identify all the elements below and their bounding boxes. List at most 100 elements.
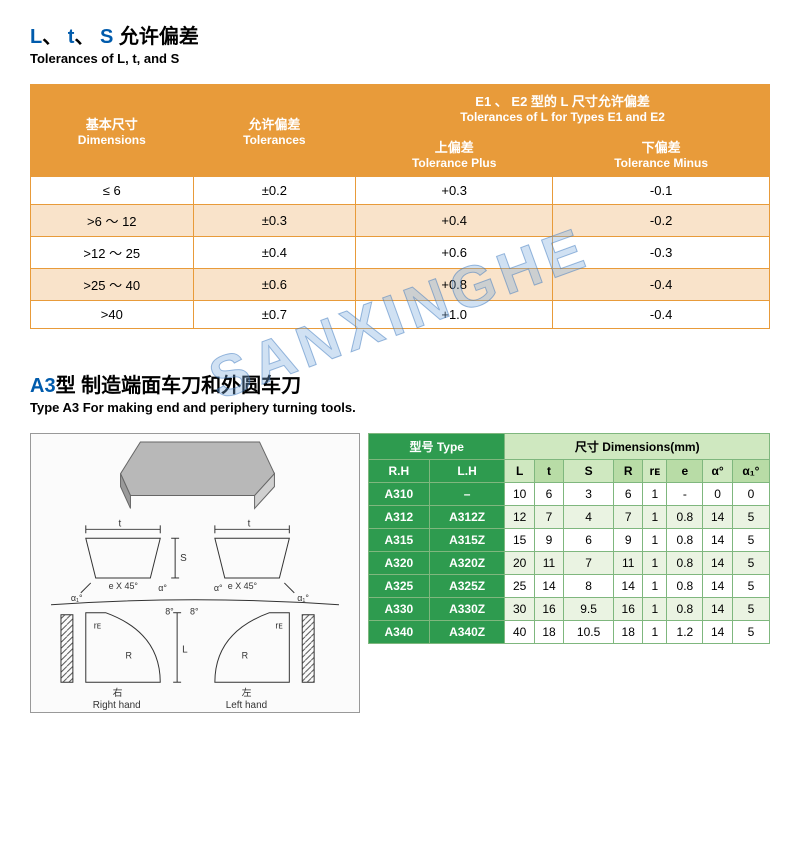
table-row: A310–106361-00	[369, 483, 770, 506]
cell: 14	[703, 529, 732, 552]
cell: 1.2	[667, 621, 703, 644]
cell: 0	[732, 483, 769, 506]
cell: ±0.6	[193, 269, 356, 301]
cell: >6 ～ 12	[31, 205, 194, 237]
table-row: A320A320Z201171110.8145	[369, 552, 770, 575]
svg-text:8°: 8°	[190, 607, 199, 617]
svg-text:t: t	[248, 518, 251, 529]
cell: 3	[564, 483, 614, 506]
cell: 7	[614, 506, 643, 529]
cell: A340	[369, 621, 430, 644]
svg-text:R: R	[242, 650, 249, 660]
cell: 1	[643, 483, 667, 506]
cell: 1	[643, 575, 667, 598]
cell: 0.8	[667, 529, 703, 552]
cell: 1	[643, 552, 667, 575]
cell: 5	[732, 575, 769, 598]
svg-text:L: L	[182, 644, 188, 655]
cell: 7	[534, 506, 563, 529]
cell: +0.8	[356, 269, 553, 301]
a3-diagram: t t S e X 45° e X 45° α₁° α₁° α° α°	[30, 433, 360, 713]
cell: -	[667, 483, 703, 506]
cell: A320Z	[429, 552, 505, 575]
a3-title-en: Type A3 For making end and periphery tur…	[30, 400, 770, 415]
cell: 6	[534, 483, 563, 506]
svg-text:Left hand: Left hand	[226, 700, 267, 711]
cell: +1.0	[356, 301, 553, 329]
svg-text:右: 右	[113, 686, 123, 699]
cell: 4	[564, 506, 614, 529]
cell: 5	[732, 621, 769, 644]
cell: 9	[534, 529, 563, 552]
cell: +0.6	[356, 237, 553, 269]
cell: 6	[564, 529, 614, 552]
table-row: A312A312Z1274710.8145	[369, 506, 770, 529]
cell: A320	[369, 552, 430, 575]
cell: 14	[703, 621, 732, 644]
cell: A312Z	[429, 506, 505, 529]
cell: ±0.2	[193, 177, 356, 205]
cell: -0.1	[553, 177, 770, 205]
a3-title: A3型 制造端面车刀和外圆车刀 Type A3 For making end a…	[30, 369, 770, 415]
tolerance-title: L、 t、 S 允许偏差 Tolerances of L, t, and S	[30, 20, 770, 66]
cell: 11	[614, 552, 643, 575]
cell: 30	[505, 598, 534, 621]
a3-subheader: R.H L.H L t S R rᴇ e α° α₁°	[369, 460, 770, 483]
cell: 40	[505, 621, 534, 644]
svg-text:α₁°: α₁°	[297, 593, 309, 603]
cell: +0.3	[356, 177, 553, 205]
cell: A325	[369, 575, 430, 598]
cell: 10	[505, 483, 534, 506]
table-row: A340A340Z401810.51811.2145	[369, 621, 770, 644]
cell: -0.3	[553, 237, 770, 269]
cell: 5	[732, 529, 769, 552]
cell: 0.8	[667, 598, 703, 621]
cell: A315Z	[429, 529, 505, 552]
cell: 14	[703, 598, 732, 621]
cell: 6	[614, 483, 643, 506]
table-row: A315A315Z1596910.8145	[369, 529, 770, 552]
cell: ±0.7	[193, 301, 356, 329]
cell: 14	[703, 552, 732, 575]
cell: –	[429, 483, 505, 506]
cell: 20	[505, 552, 534, 575]
tolerance-title-cn: L、 t、 S 允许偏差	[30, 20, 770, 49]
cell: 11	[534, 552, 563, 575]
cell: 14	[534, 575, 563, 598]
table-row: A325A325Z251481410.8145	[369, 575, 770, 598]
cell: A325Z	[429, 575, 505, 598]
cell: 5	[732, 506, 769, 529]
cell: 8	[564, 575, 614, 598]
svg-text:e X 45°: e X 45°	[228, 581, 258, 591]
cell: 16	[614, 598, 643, 621]
table-row: >40±0.7+1.0-0.4	[31, 301, 770, 329]
svg-text:α°: α°	[158, 583, 167, 593]
cell: A312	[369, 506, 430, 529]
cell: +0.4	[356, 205, 553, 237]
cell: >25 ～ 40	[31, 269, 194, 301]
table-row: ≤ 6±0.2+0.3-0.1	[31, 177, 770, 205]
svg-text:Right hand: Right hand	[93, 700, 141, 711]
cell: ±0.4	[193, 237, 356, 269]
cell: A340Z	[429, 621, 505, 644]
cell: >12 ～ 25	[31, 237, 194, 269]
cell: -0.2	[553, 205, 770, 237]
cell: ≤ 6	[31, 177, 194, 205]
svg-text:8°: 8°	[165, 607, 174, 617]
cell: 16	[534, 598, 563, 621]
cell: A330	[369, 598, 430, 621]
cell: 10.5	[564, 621, 614, 644]
tolerance-tbody: ≤ 6±0.2+0.3-0.1>6 ～ 12±0.3+0.4-0.2>12 ～ …	[31, 177, 770, 329]
cell: -0.4	[553, 301, 770, 329]
a3-tbody: A310–106361-00A312A312Z1274710.8145A315A…	[369, 483, 770, 644]
cell: 14	[703, 506, 732, 529]
cell: >40	[31, 301, 194, 329]
cell: 5	[732, 552, 769, 575]
cell: A310	[369, 483, 430, 506]
cell: A330Z	[429, 598, 505, 621]
cell: 25	[505, 575, 534, 598]
cell: 1	[643, 621, 667, 644]
svg-text:rᴇ: rᴇ	[94, 621, 102, 631]
cell: A315	[369, 529, 430, 552]
cell: 0.8	[667, 575, 703, 598]
